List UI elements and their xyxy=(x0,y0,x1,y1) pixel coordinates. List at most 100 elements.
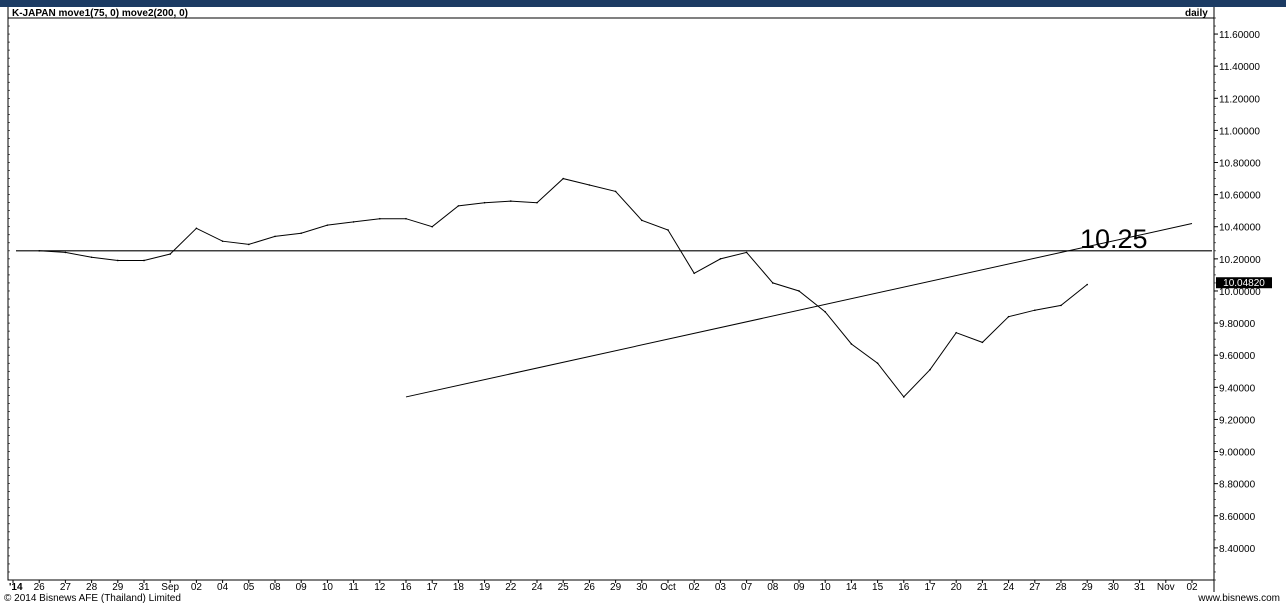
y-tick-label: 11.40000 xyxy=(1219,62,1260,73)
x-tick-label: 02 xyxy=(1186,582,1198,593)
x-tick-label: '14 xyxy=(9,582,23,593)
series-point xyxy=(562,177,564,180)
series-points xyxy=(38,177,1088,398)
left-axis-minor-ticks xyxy=(8,17,10,581)
copyright-text: © 2014 Bisnews AFE (Thailand) Limited xyxy=(4,593,181,604)
series-point xyxy=(483,201,486,204)
x-axis: '14 26 27 28 29 31 Sep 02 04 05 08 09 10 11 12 16 17 18 19… xyxy=(9,580,1198,593)
series-point xyxy=(405,217,407,220)
series-point xyxy=(1007,315,1010,318)
y-tick-label: 10.40000 xyxy=(1219,223,1261,234)
series-point xyxy=(195,227,198,230)
y-tick-label: 9.80000 xyxy=(1219,319,1256,330)
series-point xyxy=(536,201,538,204)
x-tick-label: 10 xyxy=(820,582,832,593)
x-tick-label: 24 xyxy=(531,582,543,593)
y-tick-label: 9.60000 xyxy=(1219,351,1256,362)
series-point xyxy=(772,282,774,284)
series-point xyxy=(667,229,669,231)
series-point xyxy=(929,368,931,371)
website-link[interactable]: www.bisnews.com xyxy=(1198,593,1280,604)
x-tick-label: 29 xyxy=(1082,582,1094,593)
series-point xyxy=(274,235,276,238)
x-tick-label: 31 xyxy=(138,582,150,593)
y-tick-label: 10.20000 xyxy=(1219,255,1261,266)
y-axis: 11.60000 11.40000 11.20000 11.00000 10.80000… xyxy=(1214,17,1261,581)
y-tick-label: 11.20000 xyxy=(1219,94,1260,105)
series-point xyxy=(169,253,171,255)
series-point xyxy=(719,258,722,260)
x-tick-label: 16 xyxy=(400,582,412,593)
x-tick-label: 30 xyxy=(636,582,648,593)
x-tick-label: 12 xyxy=(374,582,386,593)
series-point xyxy=(221,240,224,242)
x-tick-label: 28 xyxy=(86,582,98,593)
series-point xyxy=(117,259,119,262)
x-tick-label: 03 xyxy=(715,582,727,593)
series-point xyxy=(1034,309,1036,312)
x-tick-label: 10 xyxy=(322,582,334,593)
x-tick-label: 16 xyxy=(898,582,910,593)
x-tick-label: 15 xyxy=(872,582,884,593)
y-tick-label: 9.20000 xyxy=(1219,415,1256,426)
x-tick-label: 29 xyxy=(112,582,124,593)
series-point xyxy=(248,243,250,246)
x-tick-label: 26 xyxy=(584,582,596,593)
series-point xyxy=(300,232,303,234)
series-point xyxy=(431,225,434,228)
series-point xyxy=(90,256,93,259)
y-tick-label: 9.00000 xyxy=(1219,448,1256,459)
plot-area-border xyxy=(7,17,1215,581)
x-tick-label: 21 xyxy=(977,582,989,593)
series-point xyxy=(143,259,145,262)
x-tick-label: 28 xyxy=(1055,582,1067,593)
x-tick-label: 09 xyxy=(296,582,308,593)
current-value-label: 10.04820 xyxy=(1223,278,1265,289)
series-point xyxy=(379,217,381,220)
x-tick-label: 18 xyxy=(453,582,465,593)
x-tick-label: 17 xyxy=(427,582,439,593)
series-point xyxy=(510,200,512,202)
series-point xyxy=(903,396,905,398)
x-tick-label: 20 xyxy=(951,582,963,593)
series-point xyxy=(693,272,695,275)
x-tick-label: 31 xyxy=(1134,582,1146,593)
x-tick-label: 05 xyxy=(243,582,255,593)
x-tick-label: 27 xyxy=(1029,582,1041,593)
y-tick-label: 10.80000 xyxy=(1219,159,1261,170)
x-tick-label: 27 xyxy=(60,582,72,593)
series-point xyxy=(38,250,40,252)
series-point xyxy=(850,343,853,345)
y-tick-label: 10.60000 xyxy=(1219,191,1261,202)
y-tick-label: 11.00000 xyxy=(1219,126,1260,137)
y-tick-label: 8.60000 xyxy=(1219,512,1256,523)
y-tick-label: 8.80000 xyxy=(1219,480,1256,491)
x-tick-label: 14 xyxy=(846,582,858,593)
chart-title: K-JAPAN move1(75, 0) move2(200, 0) xyxy=(12,8,188,19)
x-tick-label: 04 xyxy=(217,582,229,593)
current-value-marker: 10.04820 xyxy=(1216,277,1272,289)
series-point xyxy=(955,331,957,334)
resistance-label: 10.25 xyxy=(1080,224,1148,254)
x-tick-label: 17 xyxy=(924,582,936,593)
series-point xyxy=(1060,304,1062,307)
x-tick-label: 19 xyxy=(479,582,491,593)
y-tick-label: 8.40000 xyxy=(1219,544,1256,555)
series-point xyxy=(641,219,643,222)
series-point xyxy=(614,190,617,193)
x-tick-label: Sep xyxy=(161,582,179,593)
x-tick-label: 22 xyxy=(505,582,517,593)
series-point xyxy=(326,224,329,226)
series-point xyxy=(457,205,460,207)
x-tick-label: 11 xyxy=(348,582,359,593)
y-tick-label: 10.00000 xyxy=(1219,287,1261,298)
x-tick-label: 30 xyxy=(1108,582,1120,593)
series-point xyxy=(798,290,800,292)
series-point xyxy=(1086,283,1088,286)
x-tick-label: Oct xyxy=(660,582,676,593)
series-point xyxy=(745,251,748,254)
x-tick-label: Nov xyxy=(1157,582,1175,593)
x-tick-label: 25 xyxy=(558,582,570,593)
